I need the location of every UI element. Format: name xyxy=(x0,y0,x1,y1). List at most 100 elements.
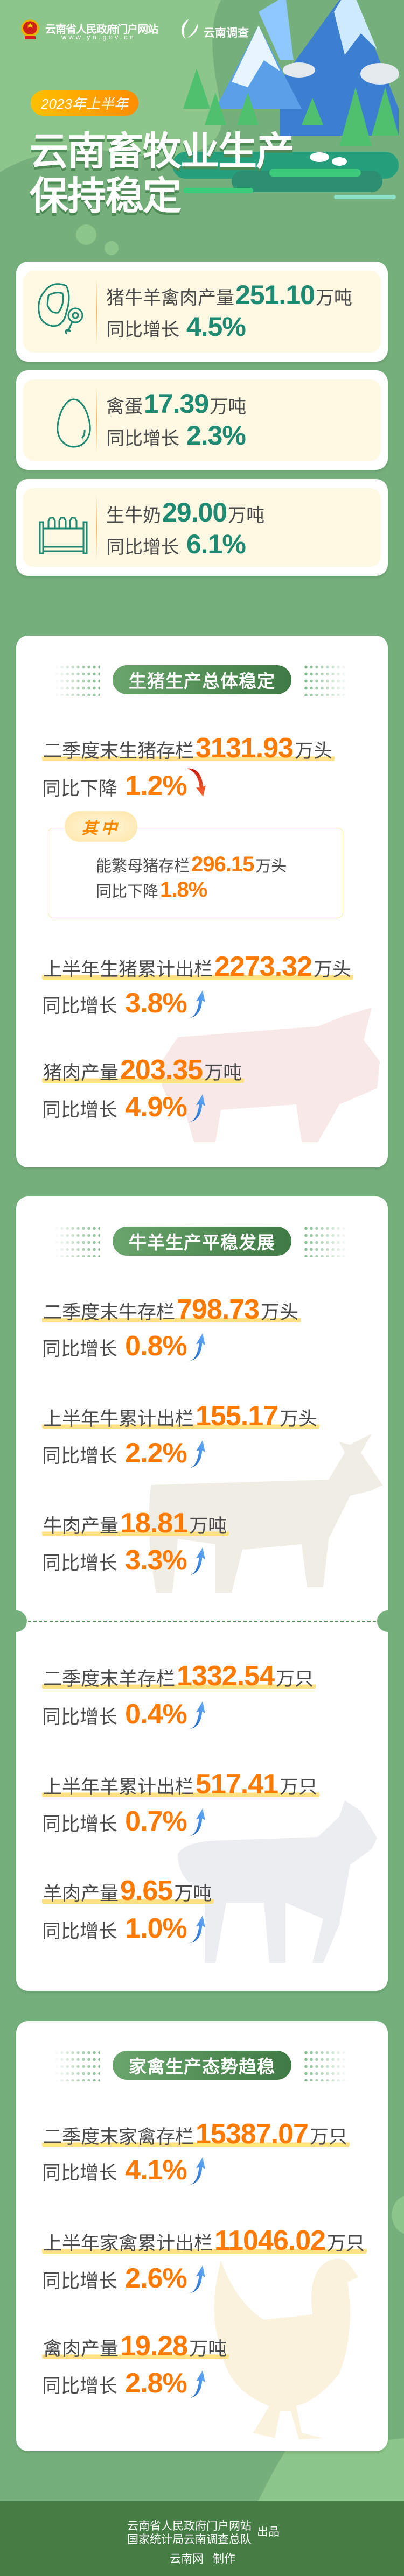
period-badge: 2023年上半年 xyxy=(31,90,138,116)
stat-unit: 万头 xyxy=(261,1302,299,1324)
poultry-section-title: 家禽生产态势趋稳 xyxy=(113,2051,291,2080)
summary-card xyxy=(16,262,388,362)
stat-label: 二季度末羊存栏 xyxy=(43,1669,176,1690)
trend-up-arrow-icon xyxy=(186,1915,205,1944)
made-label: 制作 xyxy=(213,2552,235,2565)
stat-label: 猪肉产量 xyxy=(43,1062,119,1084)
government-emblem xyxy=(20,19,40,40)
summary-card xyxy=(16,370,388,470)
stat-value: 2273.32 xyxy=(214,951,312,982)
change-value: 0.7% xyxy=(125,1806,187,1837)
change-label: 同比增长 xyxy=(42,2271,118,2292)
dashed-divider xyxy=(28,1621,376,1622)
change-label: 同比增长 xyxy=(42,2163,118,2184)
page-title-line2: 保持稳定 xyxy=(30,173,182,219)
decorative-dots xyxy=(303,2049,349,2081)
decorative-dots xyxy=(303,664,349,696)
stat-row: 禽肉产量 19.28 万吨 xyxy=(42,2332,229,2360)
decorative-dots xyxy=(54,1225,100,1257)
change-row: 同比增长 4.1% xyxy=(42,2156,207,2186)
stat-unit: 万头 xyxy=(255,857,287,875)
breeding-sow-stock: 能繁母猪存栏 296.15 万头 xyxy=(96,854,287,875)
stat-row: 上半年牛累计出栏 155.17 万头 xyxy=(42,1402,320,1430)
stat-row: 羊肉产量 9.65 万吨 xyxy=(42,1877,214,1905)
change-label: 同比增长 xyxy=(106,537,179,558)
trend-up-arrow-icon xyxy=(186,990,205,1019)
trend-down-arrow-icon xyxy=(186,768,206,797)
stat-value: 11046.02 xyxy=(214,2225,326,2256)
stat-label: 上半年家禽累计出栏 xyxy=(43,2233,213,2255)
stat-unit: 万吨 xyxy=(189,1516,227,1537)
change-value: 1.2% xyxy=(125,770,187,801)
trend-up-arrow-icon xyxy=(186,1094,205,1123)
change-label: 同比增长 xyxy=(106,319,179,341)
stat-row: 二季度末生猪存栏 3131.93 万头 xyxy=(42,734,335,762)
stat-unit: 万吨 xyxy=(315,287,352,309)
stat-value: 517.41 xyxy=(196,1769,278,1800)
change-row: 同比增长 2.6% xyxy=(42,2264,207,2295)
page-title-line1: 云南畜牧业生产 xyxy=(30,129,295,174)
summary-change: 同比增长 2.3% xyxy=(106,422,247,449)
breeding-sow-box xyxy=(48,828,343,918)
change-row: 同比下降 1.2% xyxy=(42,768,207,801)
survey-logo-icon xyxy=(178,18,199,41)
change-label: 同比增长 xyxy=(42,996,118,1017)
change-row: 同比增长 1.0% xyxy=(42,1915,207,1945)
sheep-silhouette xyxy=(178,1800,377,1963)
stat-label: 禽肉产量 xyxy=(43,2339,119,2360)
stat-label: 二季度末牛存栏 xyxy=(43,1302,176,1324)
stat-unit: 万只 xyxy=(327,2233,365,2255)
portal-name: 云南省人民政府门户网站 xyxy=(45,23,158,36)
trend-up-arrow-icon xyxy=(186,1440,205,1469)
stat-unit: 万吨 xyxy=(228,505,265,526)
summary-card xyxy=(16,479,388,576)
summary-change: 同比增长 6.1% xyxy=(106,531,247,558)
change-row: 同比增长 3.8% xyxy=(42,989,207,1019)
change-label: 同比增长 xyxy=(42,1553,118,1574)
divider xyxy=(96,278,97,346)
summary-stat: 禽蛋 17.39 万吨 xyxy=(106,390,246,417)
cow-silhouette xyxy=(149,1434,382,1593)
milk-bottles-icon xyxy=(38,511,89,557)
trend-up-arrow-icon xyxy=(186,1333,205,1362)
change-row: 同比增长 0.4% xyxy=(42,1700,207,1730)
divider xyxy=(96,495,97,560)
producer-portal: 云南省人民政府门户网站 xyxy=(127,2519,252,2532)
summary-stat: 猪牛羊禽肉产量 251.10 万吨 xyxy=(106,281,352,308)
stat-unit: 万只 xyxy=(275,1669,314,1690)
stat-row: 上半年家禽累计出栏 11046.02 万只 xyxy=(42,2227,367,2255)
change-value: 4.1% xyxy=(125,2155,187,2186)
subitem-badge: 其中 xyxy=(65,811,137,842)
stat-label: 牛肉产量 xyxy=(43,1516,119,1537)
stat-value: 29.00 xyxy=(162,497,227,527)
decorative-dots xyxy=(303,1225,349,1257)
change-label: 同比增长 xyxy=(42,1446,118,1467)
breeding-sow-change: 同比下降 1.8% xyxy=(96,879,208,900)
change-label: 同比增长 xyxy=(42,1100,118,1121)
stat-label: 上半年羊累计出栏 xyxy=(43,1777,194,1798)
egg-icon xyxy=(55,397,93,451)
trend-up-arrow-icon xyxy=(186,2157,205,2186)
change-value: 0.8% xyxy=(125,1331,187,1362)
trend-up-arrow-icon xyxy=(186,2370,205,2399)
stat-unit: 万吨 xyxy=(204,1062,242,1084)
summary-change: 同比增长 4.5% xyxy=(106,313,247,340)
change-row: 同比增长 2.2% xyxy=(42,1439,207,1469)
pig-silhouette xyxy=(161,1008,380,1142)
change-value: 2.3% xyxy=(186,420,246,451)
change-row: 同比增长 2.8% xyxy=(42,2369,207,2399)
footer xyxy=(0,2501,404,2576)
card-notch xyxy=(377,1610,399,1632)
producer-survey-team: 国家统计局云南调查总队 xyxy=(127,2533,252,2546)
change-label: 同比增长 xyxy=(42,1707,118,1728)
change-label: 同比下降 xyxy=(96,882,159,900)
card-notch xyxy=(5,1610,27,1632)
stat-row: 二季度末羊存栏 1332.54 万只 xyxy=(42,1662,316,1690)
stat-unit: 万吨 xyxy=(189,2339,227,2360)
change-row: 同比增长 0.8% xyxy=(42,1332,207,1362)
stat-value: 798.73 xyxy=(177,1294,260,1325)
stat-value: 9.65 xyxy=(120,1875,173,1906)
produced-label: 出品 xyxy=(257,2525,280,2538)
change-value: 2.8% xyxy=(125,2368,187,2399)
